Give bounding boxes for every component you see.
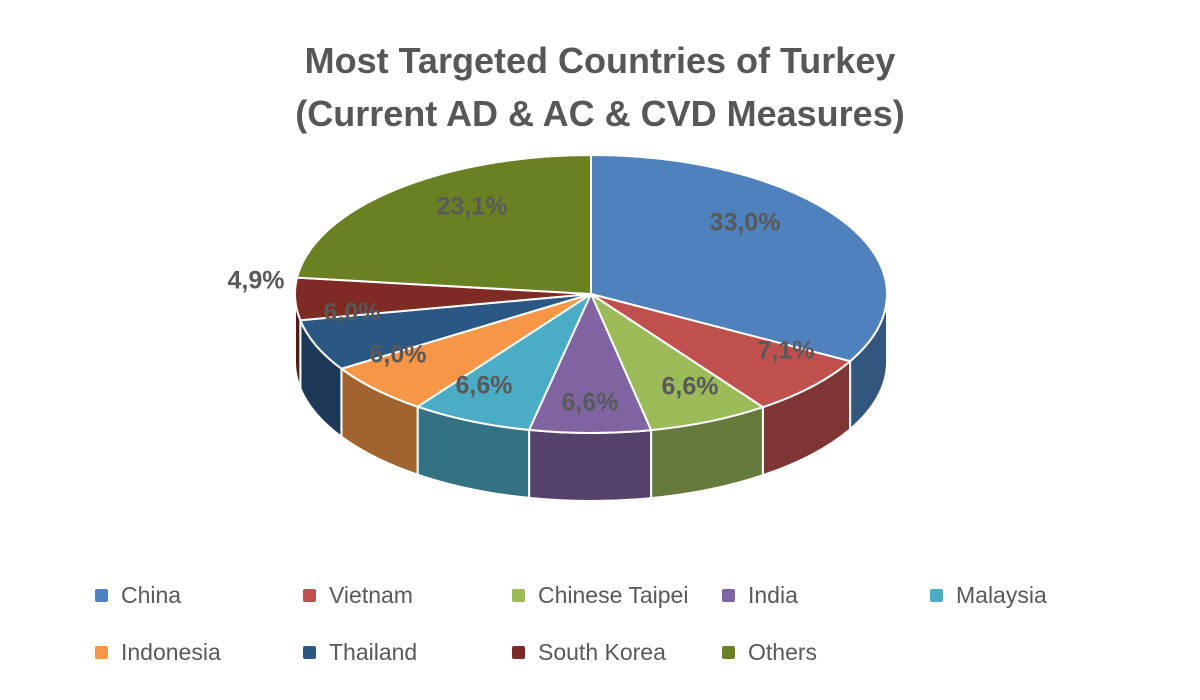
legend-swatch-china (95, 588, 108, 602)
legend-item-india: India (722, 581, 798, 609)
legend-swatch-malaysia (930, 588, 943, 602)
legend-item-thailand: Thailand (303, 638, 417, 666)
pie-slice-chinese-taipei (590, 293, 764, 432)
pie-slice-label-south-korea: 4,9% (228, 267, 285, 295)
pie-slice-malaysia (416, 293, 592, 431)
legend-label-malaysia: Malaysia (956, 581, 1047, 608)
legend-label-vietnam: Vietnam (329, 581, 413, 608)
pie-slice-label-others: 23,1% (437, 193, 508, 221)
pie-slice-china (590, 154, 888, 363)
pie-chart-3d: 33,0% 7,1% 6,6% 6,6% 6,6% 6,0% 6,0% 4,9% 23,1% (228, 154, 888, 502)
legend-label-china: China (121, 581, 182, 608)
legend-item-others: Others (722, 638, 817, 666)
pie-slice-india (528, 293, 653, 434)
pie-slice-label-india: 6,6% (562, 389, 619, 417)
legend-swatch-india (722, 588, 735, 602)
chart-title-line2: (Current AD & AC & CVD Measures) (295, 93, 905, 135)
legend-item-indonesia: Indonesia (95, 638, 221, 666)
chart-title: Most Targeted Countries of Turkey (Curre… (0, 34, 1200, 141)
pie-slice-others (296, 154, 592, 295)
pie-slice-label-china: 33,0% (710, 209, 781, 237)
legend-label-thailand: Thailand (329, 638, 418, 665)
legend-item-south-korea: South Korea (512, 638, 666, 666)
pie-slice-label-vietnam: 7,1% (758, 337, 815, 365)
legend-item-china: China (95, 581, 181, 609)
legend-item-chinese-taipei: Chinese Taipei (512, 581, 688, 609)
legend-swatch-thailand (303, 645, 316, 659)
pie-slice-label-indonesia: 6,0% (370, 341, 427, 369)
chart-title-line1: Most Targeted Countries of Turkey (304, 40, 896, 81)
legend-swatch-chinese-taipei (512, 588, 525, 602)
pie-slice-vietnam (590, 293, 852, 409)
legend-label-south-korea: South Korea (538, 638, 666, 665)
legend-item-malaysia: Malaysia (930, 581, 1047, 609)
legend-swatch-indonesia (95, 645, 108, 659)
legend-swatch-south-korea (512, 645, 525, 659)
pie-slice-label-malaysia: 6,6% (456, 372, 513, 400)
pie-slice-label-chinese-taipei: 6,6% (662, 373, 719, 401)
legend-item-vietnam: Vietnam (303, 581, 413, 609)
legend-swatch-others (722, 645, 735, 659)
pie-slice-label-thailand: 6,0% (324, 299, 381, 327)
legend-label-chinese-taipei: Chinese Taipei (538, 581, 689, 608)
legend-swatch-vietnam (303, 588, 316, 602)
legend-label-others: Others (748, 638, 818, 665)
legend-label-india: India (748, 581, 798, 608)
legend-label-indonesia: Indonesia (121, 638, 221, 665)
